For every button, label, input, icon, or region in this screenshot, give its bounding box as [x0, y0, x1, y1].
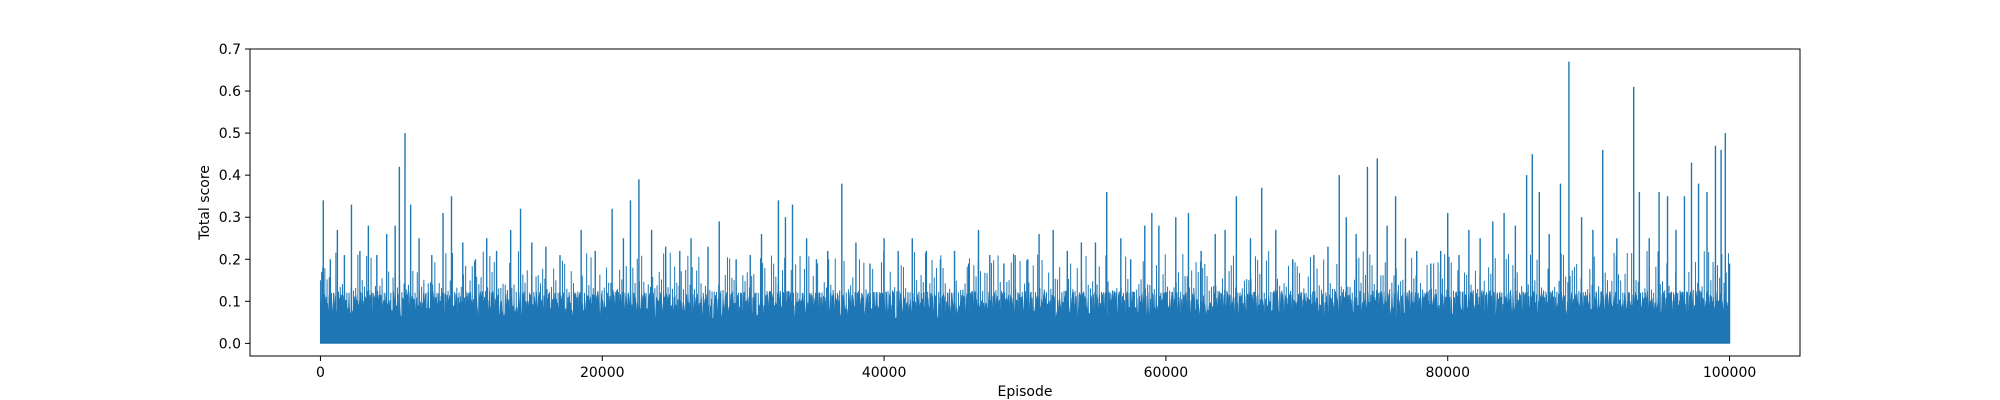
x-tick-label: 40000 — [862, 365, 907, 381]
y-tick-label: 0.7 — [219, 42, 241, 58]
y-tick-label: 0.1 — [219, 294, 241, 310]
x-tick-label: 80000 — [1425, 365, 1470, 381]
y-axis-label: Total score — [197, 165, 213, 241]
y-tick-label: 0.6 — [219, 84, 241, 100]
y-tick-label: 0.3 — [219, 210, 241, 226]
y-tick-label: 0.4 — [219, 168, 241, 184]
x-axis-label: Episode — [998, 384, 1053, 400]
x-tick-label: 60000 — [1144, 365, 1189, 381]
x-tick-label: 100000 — [1703, 365, 1756, 381]
y-tick-label: 0.2 — [219, 252, 241, 268]
x-tick-label: 0 — [316, 365, 325, 381]
y-tick-label: 0.5 — [219, 126, 241, 142]
plot-frame — [249, 48, 1801, 357]
y-tick-label: 0.0 — [219, 336, 241, 352]
x-tick-label: 20000 — [580, 365, 625, 381]
